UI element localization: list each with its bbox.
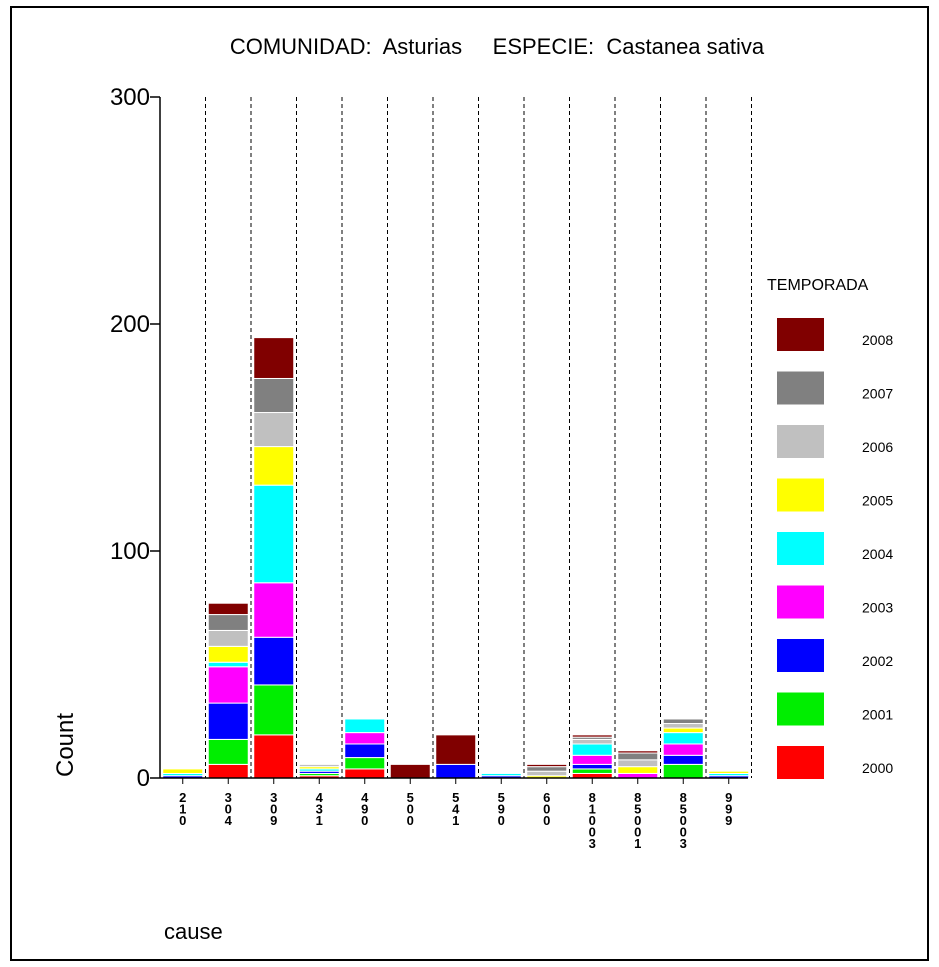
bar-segment <box>662 732 704 745</box>
bar-segment <box>207 763 249 779</box>
bar-segment <box>617 759 659 768</box>
legend-swatch <box>777 478 824 512</box>
bar-segment <box>207 666 249 704</box>
bar-segment <box>207 645 249 663</box>
bar-segment <box>344 768 386 779</box>
chart-title: COMUNIDAD: Asturias ESPECIE: Castanea sa… <box>230 34 765 59</box>
bar-segment <box>207 629 249 647</box>
bar-segment <box>662 754 704 765</box>
legend: TEMPORADA 200820072006200520042003200220… <box>767 277 893 779</box>
bar-segment <box>662 718 704 725</box>
bar-segment <box>344 732 386 745</box>
legend-swatch <box>777 692 824 726</box>
legend-swatch <box>777 746 824 779</box>
bar-segment <box>344 757 386 770</box>
bar-segment <box>526 766 568 772</box>
bar-segment <box>207 702 249 740</box>
vertical-gridlines <box>205 97 752 778</box>
bar-segment <box>207 738 249 765</box>
bar-segment <box>253 684 295 736</box>
bar-segment <box>617 766 659 774</box>
legend-swatch <box>777 371 824 405</box>
y-tick-label: 300 <box>110 84 150 111</box>
bar-segment <box>617 750 659 754</box>
bar-segment <box>344 743 386 759</box>
legend-swatch <box>777 425 824 458</box>
bar-segment <box>253 582 295 638</box>
bar-segment <box>708 770 750 774</box>
bar-segment <box>662 743 704 756</box>
legend-label: 2004 <box>862 546 893 562</box>
legend-items: 2008 2007 2006 2005 2004 2003 2002 2001 2000 <box>777 318 893 779</box>
bar-segment <box>662 763 704 779</box>
bar-segment <box>207 614 249 631</box>
y-axis-ticks: 0 100 200 300 <box>110 84 160 792</box>
legend-swatch <box>777 585 824 619</box>
bar-segment <box>662 723 704 729</box>
bar-segment <box>617 752 659 761</box>
legend-title: TEMPORADA <box>767 277 869 294</box>
bar-segment <box>298 763 340 768</box>
legend-label: 2006 <box>862 439 893 455</box>
bar-segment <box>526 763 568 768</box>
bar-segment <box>253 446 295 486</box>
legend-swatch <box>777 639 824 672</box>
legend-label: 2005 <box>862 493 893 509</box>
bar-segment <box>253 484 295 584</box>
legend-swatch <box>777 532 824 565</box>
bar-segment <box>253 636 295 686</box>
legend-swatch <box>777 318 824 351</box>
bar-segment <box>435 763 477 779</box>
bar-segment <box>207 602 249 616</box>
bar-segment <box>207 661 249 668</box>
bar-segment <box>662 727 704 734</box>
bar-segment <box>571 768 613 774</box>
plot-area: 0 100 200 300 2 1 0 3 0 4 3 0 9 4 3 1 4 9 0 5 0 0 5 4 1 5 9 0 6 0 0 8 1… <box>110 84 752 851</box>
y-tick-label: 100 <box>110 538 150 565</box>
bar-segment <box>571 743 613 756</box>
bar-segment <box>162 768 204 774</box>
bar-segment <box>389 763 431 779</box>
bar-segment <box>435 734 477 765</box>
bar-segment <box>480 772 522 777</box>
bar-segment <box>253 412 295 448</box>
bar-segment <box>253 734 295 779</box>
bar-stacks <box>162 337 750 779</box>
y-tick-label: 0 <box>137 765 150 792</box>
x-axis-tick-labels: 2 1 0 3 0 4 3 0 9 4 3 1 4 9 0 5 0 0 5 4 1 5 9 0 6 0 0 8 1 0 0 3 8 5 0 0 1 8 5 0… <box>179 778 732 851</box>
bar-segment <box>253 377 295 414</box>
legend-label: 2001 <box>862 707 893 723</box>
legend-label: 2007 <box>862 386 893 402</box>
bar-segment <box>344 718 386 734</box>
bar-segment <box>571 763 613 770</box>
legend-label: 2003 <box>862 600 893 616</box>
y-axis-label: Count <box>52 713 79 777</box>
legend-label: 2000 <box>862 760 893 776</box>
bar-segment <box>571 754 613 765</box>
x-axis-label: cause <box>164 919 223 944</box>
y-tick-label: 200 <box>110 311 150 338</box>
legend-label: 2002 <box>862 653 893 669</box>
outer-border <box>10 6 929 961</box>
bar-segment <box>571 738 613 745</box>
bar-segment <box>253 337 295 379</box>
bar-segment <box>526 770 568 777</box>
bar-segment <box>571 734 613 738</box>
legend-label: 2008 <box>862 332 893 348</box>
